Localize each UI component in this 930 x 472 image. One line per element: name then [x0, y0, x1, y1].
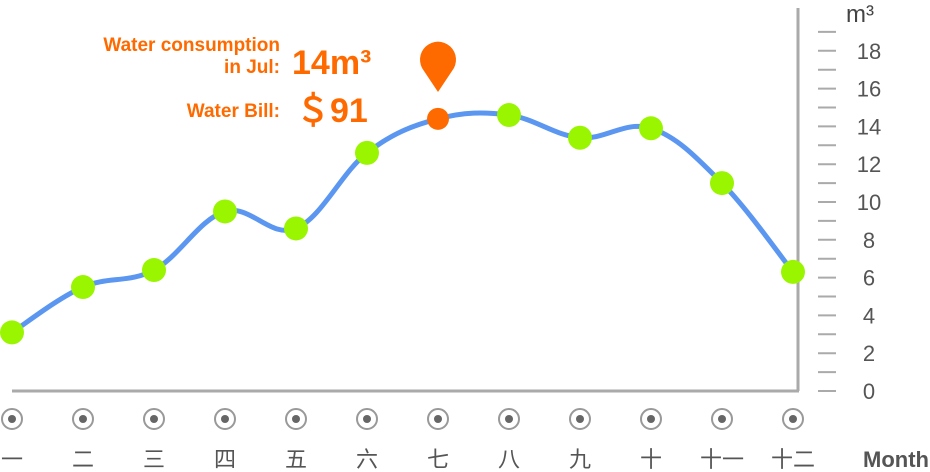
data-point[interactable] — [781, 259, 805, 284]
x-tick-label: 五 — [285, 448, 307, 472]
y-tick-label: 2 — [863, 341, 875, 366]
x-tick-marker — [711, 408, 733, 430]
y-tick-label: 10 — [857, 190, 881, 215]
x-tick-label: 十 — [640, 448, 662, 472]
highlight-data-point[interactable] — [427, 107, 449, 130]
y-unit-label: m³ — [846, 1, 874, 28]
data-point[interactable] — [213, 199, 237, 224]
x-tick-label: 三 — [143, 448, 165, 472]
x-tick-marker — [569, 408, 591, 430]
x-tick-label: 十二 — [771, 448, 815, 472]
bill-label: Water Bill: — [187, 101, 280, 122]
data-point[interactable] — [71, 275, 95, 300]
y-tick-label: 4 — [863, 303, 875, 328]
x-tick-marker — [640, 408, 662, 430]
location-pin-icon — [419, 41, 456, 92]
consumption-series — [0, 41, 805, 345]
x-tick-marker — [214, 408, 236, 430]
y-tick-label: 0 — [863, 379, 875, 404]
x-tick-marker — [498, 408, 520, 430]
x-tick-label: 二 — [72, 448, 94, 472]
x-axis-title: Month — [863, 447, 929, 472]
y-tick-label: 18 — [857, 39, 881, 64]
x-tick-marker — [427, 408, 449, 430]
x-tick-label: 十一 — [700, 448, 744, 472]
y-axis: 0 2 4 6 8 10 12 14 16 18 m³ — [796, 1, 881, 404]
info-panel: Water consumption in Jul: 14m³ Water Bil… — [103, 35, 371, 130]
y-tick-label: 6 — [863, 266, 875, 291]
y-tick-label: 16 — [857, 77, 881, 102]
x-tick-marker — [1, 408, 23, 430]
x-tick-marker — [285, 408, 307, 430]
data-point[interactable] — [497, 103, 521, 128]
data-point[interactable] — [568, 125, 592, 150]
data-point[interactable] — [710, 171, 734, 196]
x-tick-label: 八 — [498, 448, 520, 472]
y-tick-label: 12 — [857, 152, 881, 177]
x-tick-marker — [72, 408, 94, 430]
consumption-value: 14m³ — [292, 44, 371, 82]
x-axis: 一 二 三 四 五 六 七 八 九 十 十一 十二 Month — [1, 389, 929, 472]
x-tick-label: 四 — [214, 448, 236, 472]
data-point[interactable] — [284, 216, 308, 241]
x-tick-label: 一 — [1, 448, 23, 472]
x-tick-label: 九 — [569, 448, 591, 472]
data-point[interactable] — [355, 140, 379, 165]
bill-value: ＄91 — [296, 91, 368, 130]
x-tick-marker — [143, 408, 165, 430]
data-point[interactable] — [639, 116, 663, 141]
y-tick-label: 14 — [857, 114, 881, 139]
x-tick-marker — [782, 408, 804, 430]
consumption-line — [9, 110, 796, 335]
consumption-label-line2: in Jul: — [224, 57, 280, 78]
x-tick-marker — [356, 408, 378, 430]
x-tick-label: 六 — [356, 448, 378, 472]
x-tick-label: 七 — [427, 448, 449, 472]
y-tick-label: 8 — [863, 228, 875, 253]
data-point[interactable] — [0, 320, 24, 345]
data-point[interactable] — [142, 258, 166, 283]
consumption-label-line1: Water consumption — [103, 35, 280, 56]
